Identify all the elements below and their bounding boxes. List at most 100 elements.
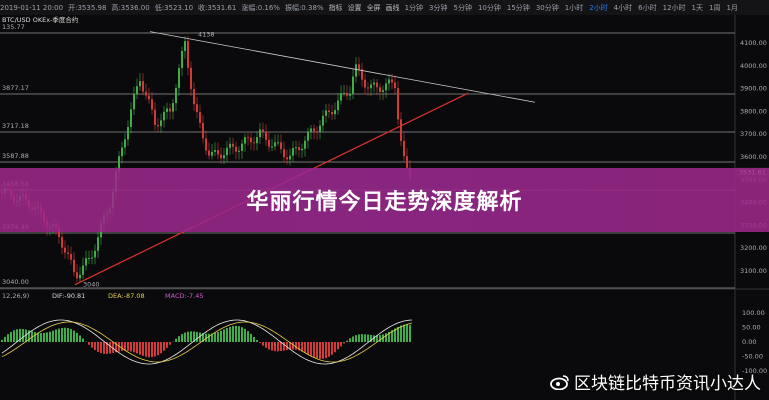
macd-label: 12,26,9) bbox=[2, 292, 29, 300]
banner-title: 华丽行情今日走势深度解析 bbox=[0, 168, 769, 232]
candle-body bbox=[277, 142, 279, 144]
macd-bar bbox=[394, 328, 396, 342]
macd-bar bbox=[238, 326, 240, 342]
candle-body bbox=[346, 92, 348, 96]
tool-button[interactable]: 指标 bbox=[328, 3, 343, 12]
candle-body bbox=[229, 143, 231, 148]
interval-button[interactable]: 1天 bbox=[691, 3, 703, 12]
interval-button[interactable]: 4小时 bbox=[613, 3, 633, 12]
candle-body bbox=[118, 156, 120, 172]
candle-body bbox=[370, 84, 372, 89]
candle-body bbox=[310, 128, 312, 132]
macd-bar bbox=[88, 342, 90, 345]
macd-bar bbox=[70, 329, 72, 342]
candle-body bbox=[283, 149, 285, 158]
candle-body bbox=[145, 91, 147, 96]
candle-body bbox=[121, 147, 123, 157]
tool-button[interactable]: 设置 bbox=[347, 3, 362, 12]
candle-body bbox=[358, 64, 360, 70]
macd-bar bbox=[403, 324, 405, 342]
macd-bar bbox=[196, 331, 198, 342]
interval-button[interactable]: 30分钟 bbox=[535, 3, 559, 12]
macd-bar bbox=[334, 342, 336, 353]
price-axis-label: 3900.00 bbox=[740, 85, 767, 93]
tool-button[interactable]: 画线 bbox=[385, 3, 400, 12]
candle-body bbox=[199, 112, 201, 123]
macd-bar bbox=[37, 332, 39, 342]
macd-bar bbox=[319, 342, 321, 359]
watermark-text: 区块链比特币资讯小达人 bbox=[574, 374, 761, 394]
candle-body bbox=[391, 79, 393, 83]
interval-button[interactable]: 6小时 bbox=[638, 3, 657, 12]
macd-bar bbox=[295, 342, 297, 350]
macd-bar bbox=[133, 342, 135, 353]
candle-body bbox=[82, 265, 84, 275]
macd-bar bbox=[283, 342, 285, 351]
interval-button[interactable]: 1小时 bbox=[564, 3, 584, 12]
candle-body bbox=[355, 64, 357, 77]
macd-bar bbox=[226, 327, 228, 342]
macd-bar bbox=[355, 335, 357, 342]
interval-button[interactable]: 1月 bbox=[726, 3, 738, 12]
interval-button[interactable]: 10分钟 bbox=[477, 3, 501, 12]
macd-bar bbox=[43, 332, 45, 342]
ohlc-info: 涨幅:0.16% bbox=[241, 3, 280, 12]
interval-button[interactable]: 2小时 bbox=[589, 3, 608, 12]
interval-button[interactable]: 1分钟 bbox=[404, 3, 424, 12]
macd-bar bbox=[148, 342, 150, 358]
tool-button[interactable]: 全屏 bbox=[366, 3, 381, 12]
interval-button[interactable]: 15分钟 bbox=[506, 3, 530, 12]
macd-bar bbox=[370, 335, 372, 342]
candle-body bbox=[142, 81, 144, 92]
interval-button[interactable]: 3分钟 bbox=[429, 3, 448, 12]
candle-body bbox=[259, 129, 261, 138]
candle-body bbox=[403, 140, 405, 157]
macd-bar bbox=[229, 326, 231, 342]
macd-bar bbox=[73, 330, 75, 342]
candle-body bbox=[175, 87, 177, 104]
candle-body bbox=[313, 128, 315, 132]
level-label: 3877.17 bbox=[2, 84, 29, 92]
candle-body bbox=[211, 151, 213, 156]
macd-bar bbox=[316, 342, 318, 359]
macd-bar bbox=[52, 330, 54, 342]
candle-body bbox=[85, 258, 87, 266]
macd-bar bbox=[184, 332, 186, 342]
macd-bar bbox=[301, 342, 303, 352]
interval-button[interactable]: 1周 bbox=[709, 3, 721, 12]
price-axis-label: 3700.00 bbox=[740, 130, 767, 138]
macd-bar bbox=[190, 331, 192, 342]
macd-bar bbox=[262, 342, 264, 346]
candle-body bbox=[139, 81, 141, 87]
candle-body bbox=[88, 257, 90, 259]
candle-body bbox=[340, 93, 342, 101]
candle-body bbox=[184, 41, 186, 51]
macd-bar bbox=[160, 342, 162, 354]
macd-bar bbox=[379, 335, 381, 342]
ohlc-info: 2019-01-11 20:00 bbox=[0, 3, 64, 12]
candle-body bbox=[349, 93, 351, 96]
candle-body bbox=[205, 138, 207, 151]
interval-button[interactable]: 12小时 bbox=[662, 3, 686, 12]
macd-bar bbox=[25, 329, 27, 342]
candle-body bbox=[298, 147, 300, 151]
candle-body bbox=[190, 67, 192, 90]
weibo-icon bbox=[550, 374, 569, 390]
macd-label: DIF:-90.81 bbox=[52, 292, 85, 300]
macd-label: DEA:-87.08 bbox=[108, 292, 145, 300]
macd-bar bbox=[79, 335, 81, 342]
candle-body bbox=[256, 137, 258, 144]
candle-body bbox=[232, 143, 234, 147]
price-axis-label: 3800.00 bbox=[740, 107, 767, 115]
candle-body bbox=[361, 69, 363, 80]
level-label: 3717.18 bbox=[2, 122, 29, 130]
macd-bar bbox=[16, 329, 18, 342]
candle-body bbox=[76, 272, 78, 279]
macd-bar bbox=[187, 331, 189, 342]
interval-button[interactable]: 5分钟 bbox=[453, 3, 472, 12]
pair-label: BTC/USD OKEx-季度合约 bbox=[2, 15, 78, 24]
candle-body bbox=[148, 95, 150, 100]
macd-bar bbox=[349, 338, 351, 342]
macd-bar bbox=[250, 333, 252, 342]
dea-line bbox=[1, 321, 413, 363]
